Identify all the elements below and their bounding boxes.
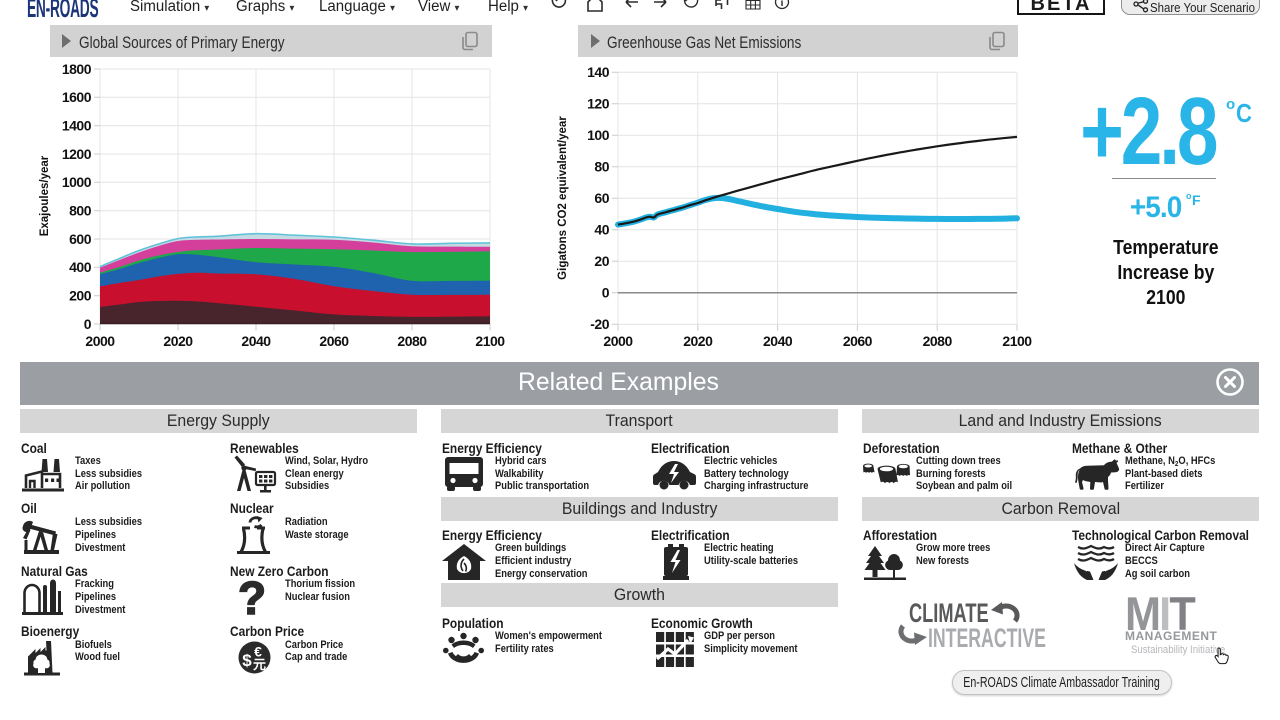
svg-text:Gigatons CO2 equivalent/year: Gigatons CO2 equivalent/year — [557, 116, 569, 280]
svg-text:20: 20 — [594, 253, 609, 269]
svg-text:2080: 2080 — [923, 333, 953, 349]
svg-text:0: 0 — [84, 316, 92, 332]
svg-text:1800: 1800 — [62, 61, 92, 77]
svg-text:?: ? — [238, 572, 266, 624]
svg-text:2020: 2020 — [163, 333, 193, 349]
svg-text:€: € — [254, 644, 262, 660]
svg-text:2000: 2000 — [603, 333, 633, 349]
svg-text:1000: 1000 — [62, 174, 92, 190]
svg-text:Exajoules/year: Exajoules/year — [39, 155, 51, 236]
svg-text:140: 140 — [587, 64, 610, 80]
svg-text:80: 80 — [594, 159, 609, 175]
svg-text:2100: 2100 — [475, 333, 505, 349]
svg-text:2040: 2040 — [241, 333, 271, 349]
svg-text:元: 元 — [253, 657, 266, 672]
svg-text:800: 800 — [69, 203, 92, 219]
svg-text:0: 0 — [602, 285, 610, 301]
svg-text:2060: 2060 — [843, 333, 873, 349]
svg-text:2000: 2000 — [85, 333, 115, 349]
svg-text:200: 200 — [69, 288, 92, 304]
svg-text:400: 400 — [69, 259, 92, 275]
svg-text:2080: 2080 — [397, 333, 427, 349]
svg-text:120: 120 — [587, 96, 610, 112]
svg-text:600: 600 — [69, 231, 92, 247]
svg-text:40: 40 — [594, 222, 609, 238]
svg-text:2060: 2060 — [319, 333, 349, 349]
svg-text:2020: 2020 — [683, 333, 713, 349]
svg-text:2040: 2040 — [763, 333, 793, 349]
svg-text:1600: 1600 — [62, 89, 92, 105]
svg-text:2100: 2100 — [1002, 333, 1032, 349]
svg-text:60: 60 — [594, 190, 609, 206]
svg-text:1400: 1400 — [62, 118, 92, 134]
svg-text:$: $ — [242, 651, 252, 670]
svg-text:100: 100 — [587, 127, 610, 143]
svg-text:1200: 1200 — [62, 146, 92, 162]
svg-text:-20: -20 — [590, 316, 609, 332]
